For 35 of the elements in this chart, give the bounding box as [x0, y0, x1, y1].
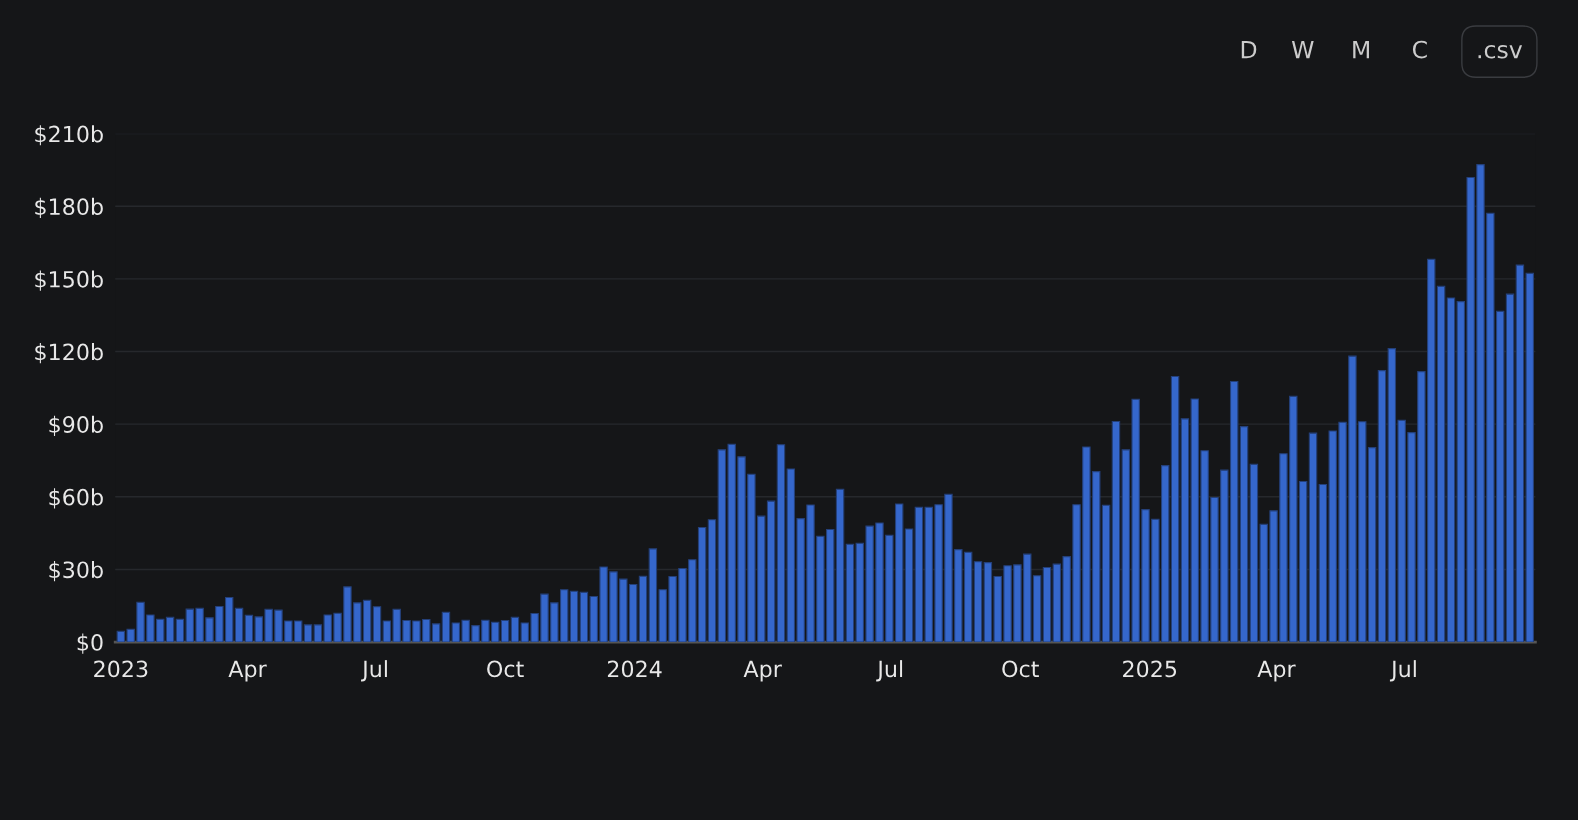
text: D — [1241, 40, 1257, 59]
y-tick-label: $90b — [49, 415, 103, 436]
x-tick-label: Oct — [487, 660, 524, 678]
x-tick-label: Apr — [1257, 660, 1296, 682]
y-tick-label: $180b — [35, 197, 103, 218]
y-tick-label: $0 — [77, 633, 103, 654]
x-tick-label: Jul — [361, 660, 387, 682]
x-tick-label: Apr — [743, 660, 782, 682]
x-tick-label: 2024 — [607, 660, 662, 678]
bar — [441, 611, 451, 643]
y-tick-label: $210b — [35, 125, 103, 146]
bar — [973, 561, 983, 643]
text: W — [1291, 40, 1314, 59]
x-tick-label: Oct — [1002, 660, 1039, 678]
x-tick-label: Jul — [876, 660, 903, 682]
bar — [303, 624, 313, 643]
bar — [1308, 432, 1318, 643]
y-tick-label: $60b — [49, 488, 103, 509]
y-tick-label: $150b — [35, 270, 103, 291]
bar — [1239, 426, 1249, 643]
text: .csv — [1478, 44, 1523, 59]
x-tick-label: Jul — [1389, 660, 1416, 682]
y-tick-label: $30b — [49, 560, 103, 582]
text: M — [1353, 40, 1369, 59]
bar — [707, 519, 717, 643]
bar — [1377, 370, 1387, 643]
bar — [904, 528, 914, 643]
bar — [1042, 566, 1052, 643]
x-tick-label: Apr — [228, 660, 267, 682]
x-tick-label: 2025 — [1123, 660, 1177, 678]
text: C — [1412, 40, 1427, 59]
y-tick-label: $120b — [35, 343, 103, 364]
x-tick-label: 2023 — [94, 660, 148, 678]
bar — [638, 575, 648, 643]
bar — [372, 606, 382, 643]
